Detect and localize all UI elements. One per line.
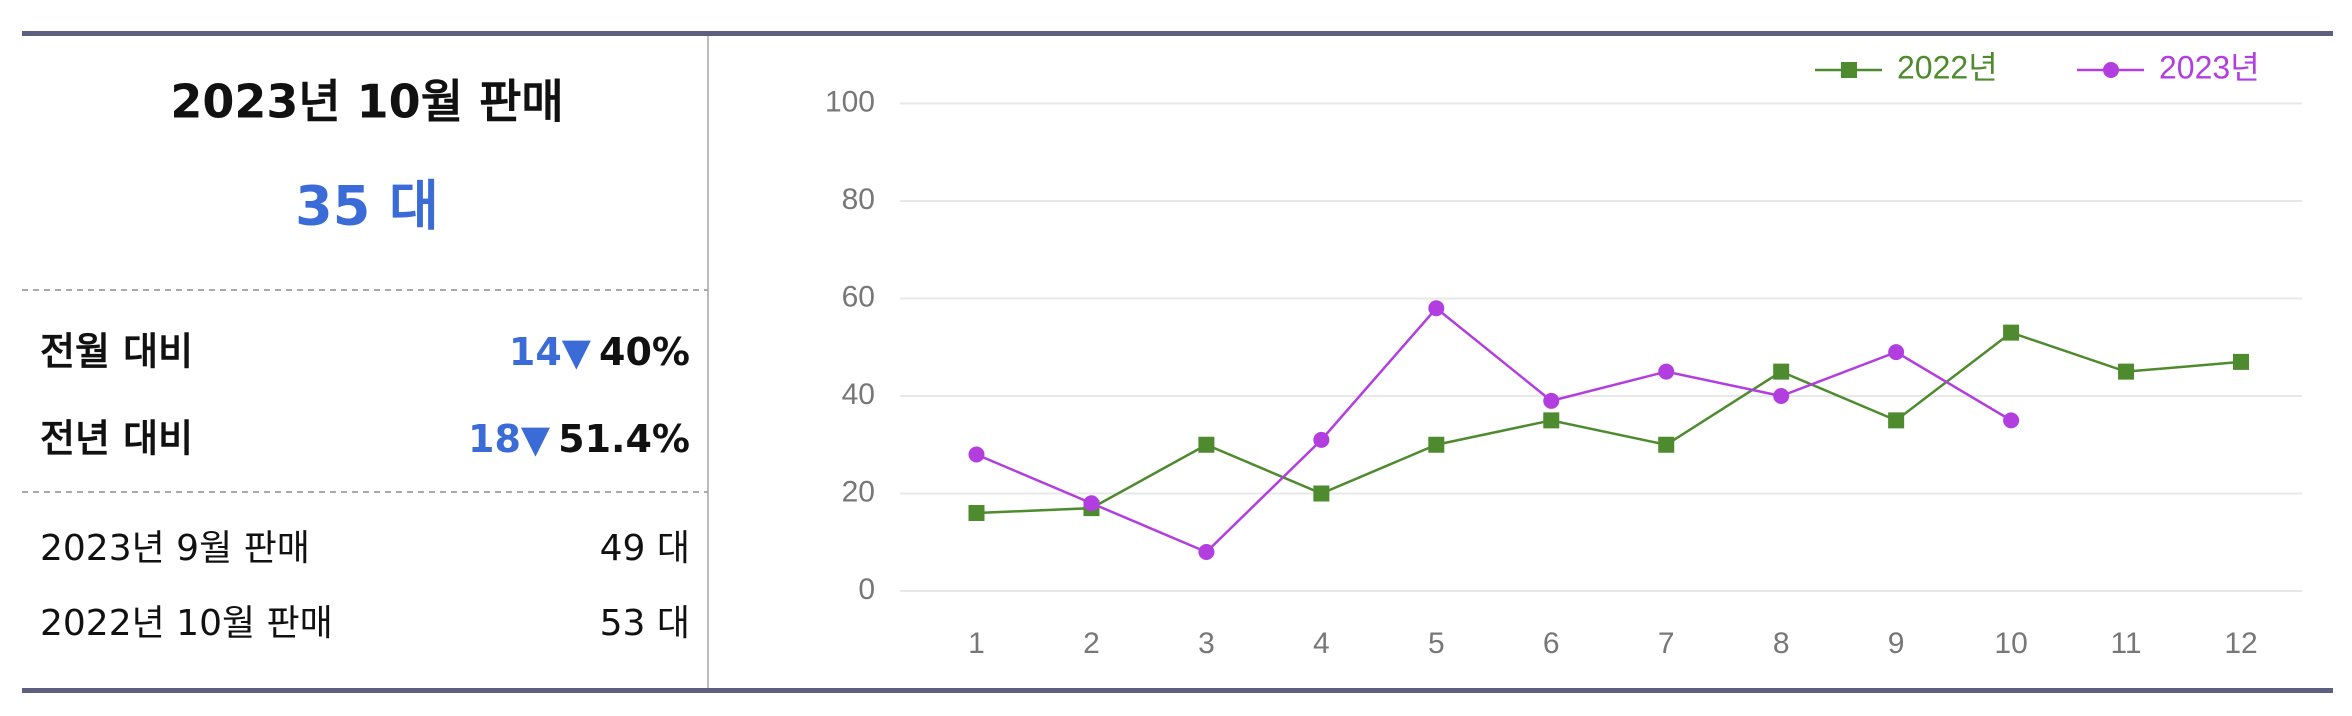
- series-line: [976, 306, 2012, 554]
- change: 18: [468, 417, 521, 461]
- y-tick-label: 20: [842, 475, 875, 508]
- change: 14: [509, 330, 562, 374]
- bottom-border: [22, 688, 2333, 693]
- compare-label: 전월 대비: [40, 330, 193, 374]
- percent: 40%: [599, 330, 690, 374]
- x-tick-label: 6: [1543, 627, 1560, 660]
- row-label: 2022년 10월 판매: [40, 603, 333, 644]
- x-tick-label: 7: [1658, 627, 1675, 660]
- legend-marker: [2103, 62, 2119, 78]
- x-tick-label: 10: [1994, 627, 2027, 660]
- x-tick-label: 5: [1428, 627, 1445, 660]
- marker: [1313, 485, 1330, 502]
- marker: [968, 505, 985, 521]
- summary-total: 35 대: [295, 175, 439, 238]
- marker: [1543, 392, 1560, 409]
- marker: [2003, 412, 2020, 429]
- marker: [1888, 344, 1905, 361]
- marker: [2118, 363, 2135, 380]
- row-label: 2023년 9월 판매: [40, 528, 310, 569]
- marker: [2233, 353, 2249, 370]
- legend-label: 2022년: [1897, 49, 1998, 85]
- marker: [2003, 324, 2020, 341]
- marker: [1773, 388, 1790, 404]
- y-tick-label: 40: [842, 378, 875, 411]
- row-value: 49 대: [600, 528, 690, 569]
- y-tick-label: 80: [842, 183, 875, 216]
- marker: [968, 446, 985, 463]
- marker: [1543, 412, 1560, 429]
- compare-label: 전년 대비: [40, 417, 193, 461]
- x-tick-label: 1: [968, 627, 985, 660]
- top-border: [22, 31, 2333, 36]
- y-tick-label: 0: [858, 573, 875, 606]
- series-line: [976, 331, 2242, 515]
- marker: [1888, 412, 1905, 429]
- percent: 51.4%: [558, 417, 690, 461]
- marker: [1313, 431, 1330, 448]
- summary-title: 2023년 10월 판매: [170, 75, 563, 129]
- compare-value: 14▼ 40%: [509, 330, 690, 374]
- marker: [1773, 363, 1790, 380]
- y-tick-label: 100: [825, 85, 875, 118]
- x-tick-label: 8: [1773, 627, 1790, 660]
- y-tick-label: 60: [842, 280, 875, 313]
- x-tick-label: 11: [2110, 627, 2141, 660]
- x-tick-label: 9: [1888, 627, 1905, 660]
- marker: [1428, 300, 1445, 317]
- marker: [1658, 363, 1675, 380]
- arrow: ▼: [521, 417, 551, 461]
- x-tick-label: 3: [1198, 627, 1215, 660]
- marker: [1083, 495, 1100, 512]
- x-tick-label: 2: [1083, 627, 1100, 660]
- marker: [1198, 544, 1215, 560]
- row-value: 53 대: [600, 603, 690, 644]
- marker: [1198, 436, 1215, 453]
- legend-label: 2023년: [2159, 49, 2260, 85]
- marker: [1428, 436, 1445, 453]
- x-tick-label: 4: [1313, 627, 1330, 660]
- compare-value: 18▼ 51.4%: [468, 417, 690, 461]
- legend-marker: [1841, 62, 1857, 78]
- arrow: ▼: [562, 330, 592, 374]
- x-tick-label: 12: [2224, 627, 2257, 660]
- marker: [1658, 436, 1675, 453]
